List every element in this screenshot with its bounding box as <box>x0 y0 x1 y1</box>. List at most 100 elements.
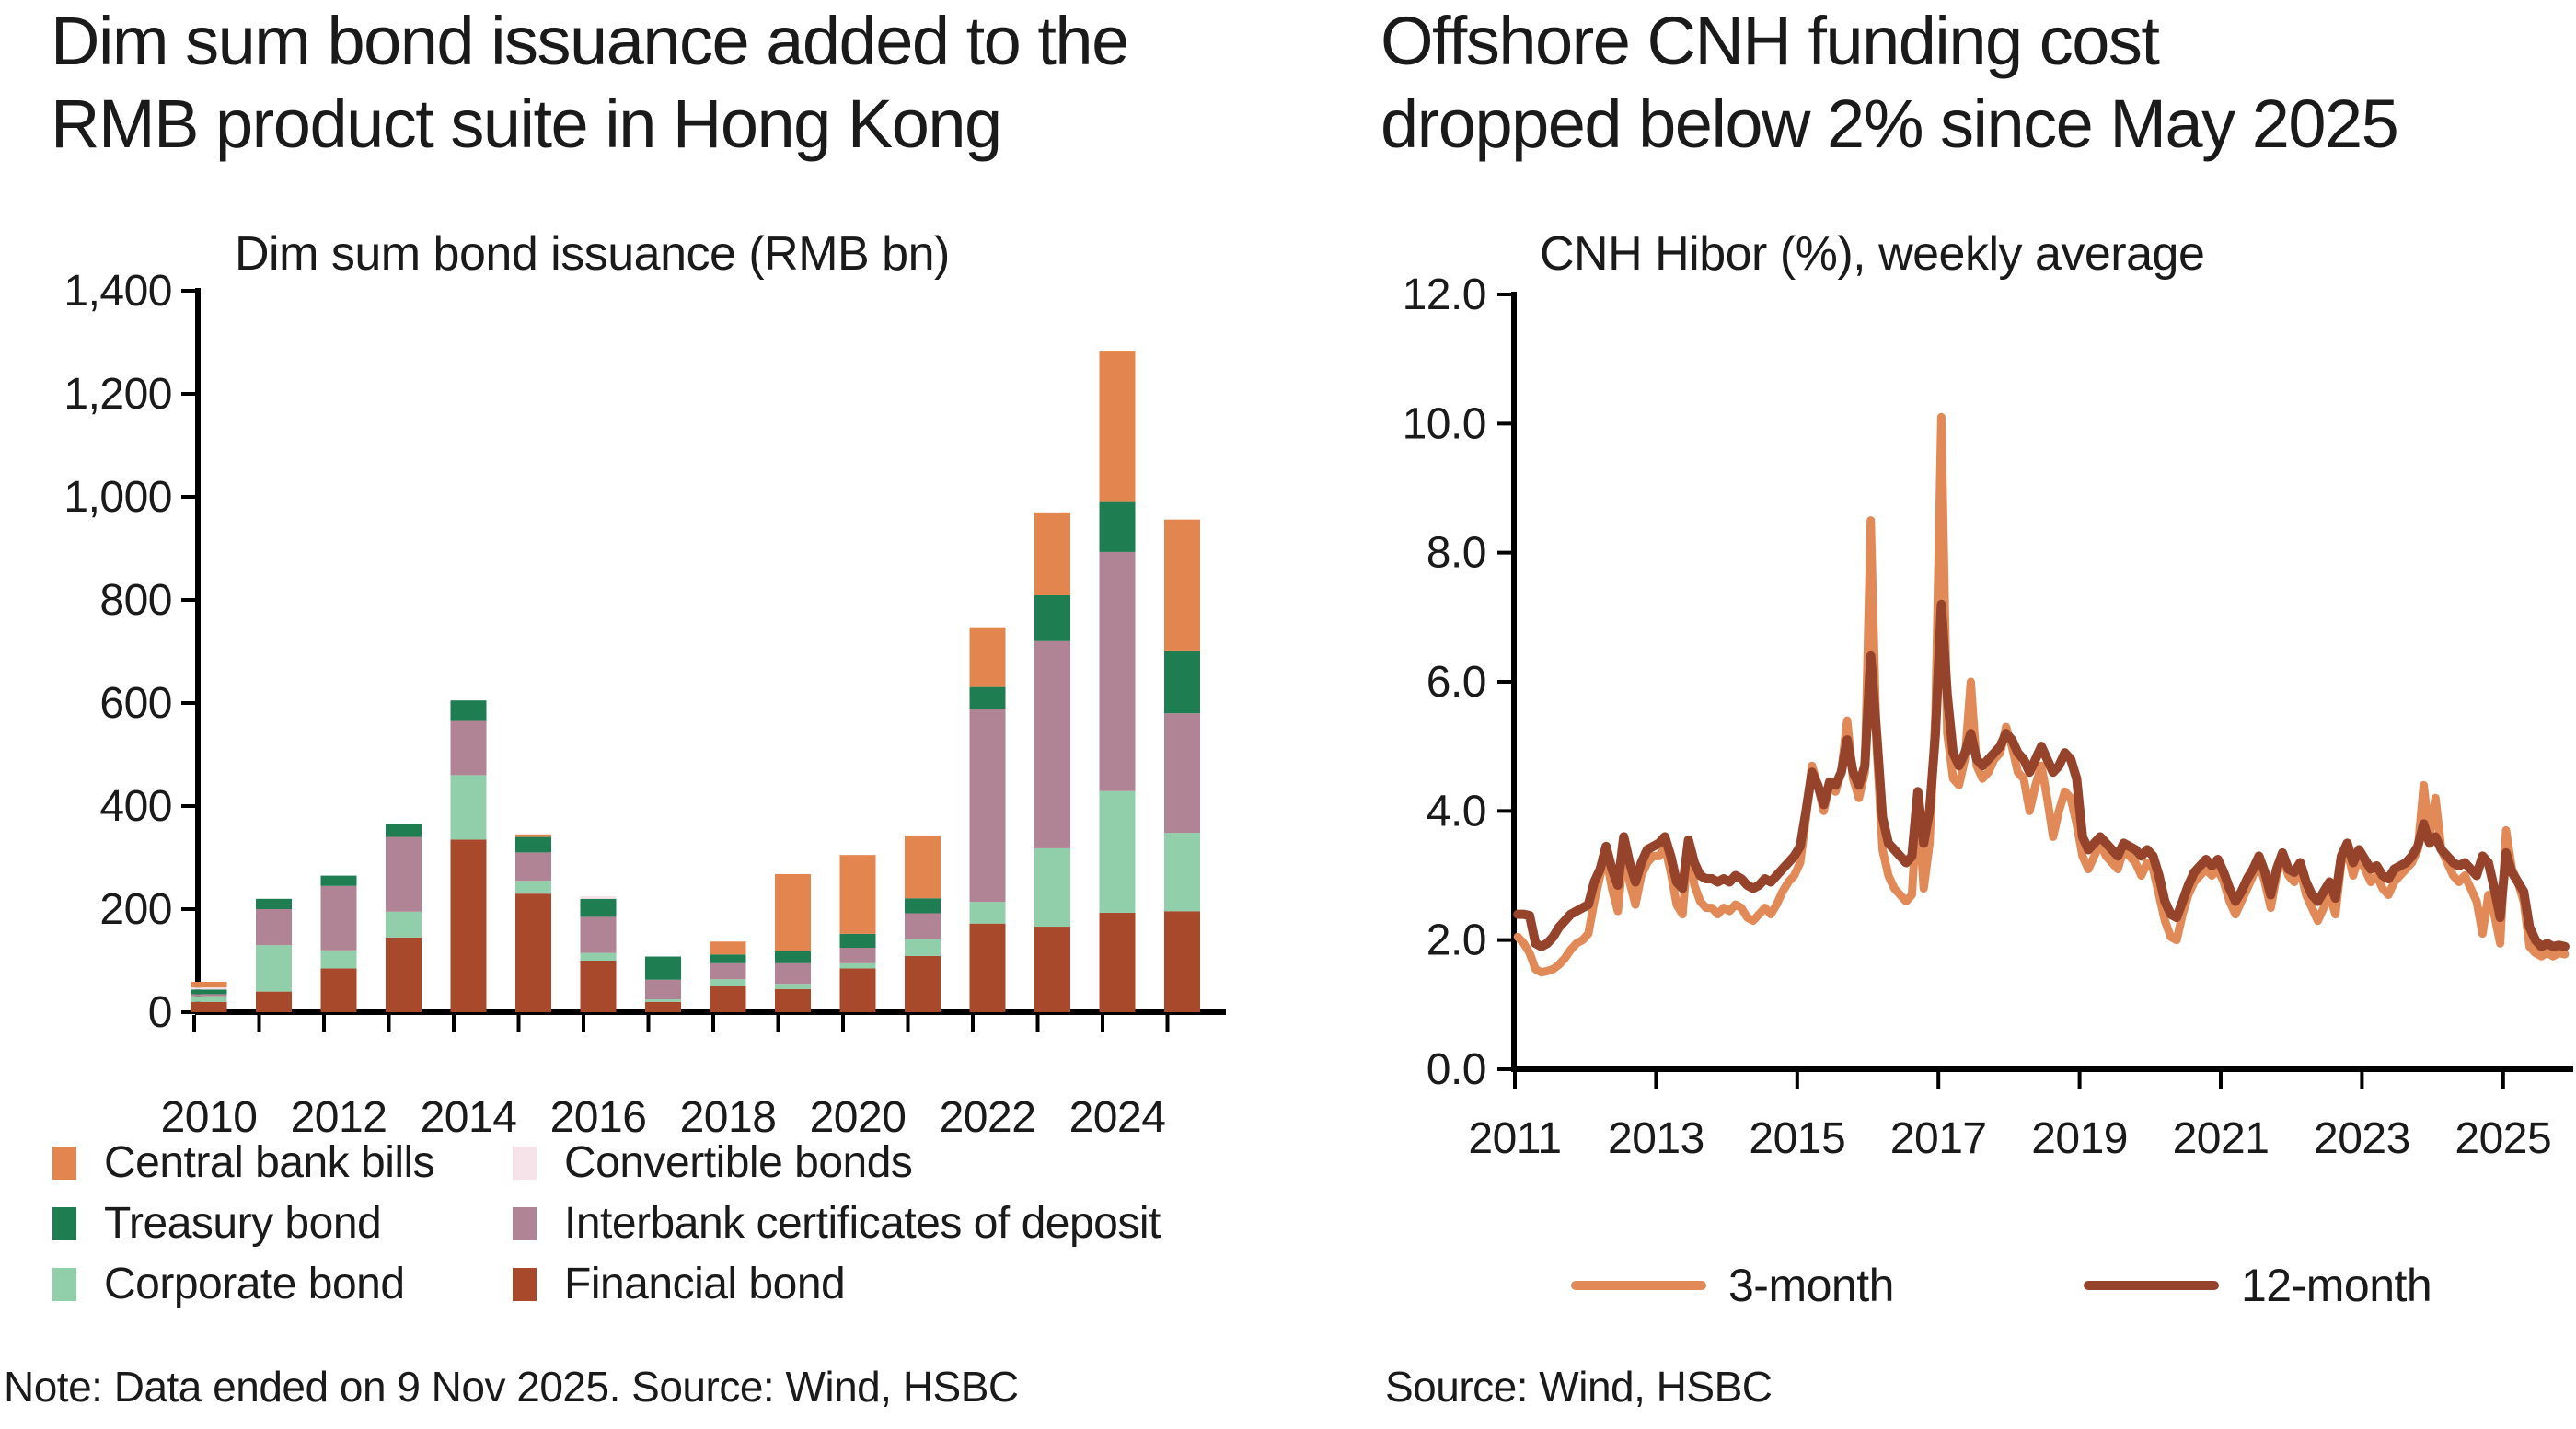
x-axis-tick-label: 2020 <box>810 1093 907 1142</box>
bar-segment <box>710 979 746 986</box>
left-chart-title-line2: RMB product suite in Hong Kong <box>51 86 1002 162</box>
corporate-bond-swatch-icon <box>52 1267 76 1301</box>
bar-2018 <box>710 941 746 1012</box>
bar-segment <box>710 962 746 980</box>
x-axis-tick-label: 2019 <box>2031 1114 2128 1163</box>
treasury-bond-swatch-icon <box>52 1206 76 1240</box>
3-month-series-line <box>1513 412 2570 977</box>
legend-item-3-month: 3-month <box>1571 1259 1894 1312</box>
bar-2016 <box>580 896 617 1012</box>
legend-label: Treasury bond <box>104 1199 382 1248</box>
x-axis-tick-label: 2017 <box>1890 1114 1987 1163</box>
bar-segment <box>191 981 227 988</box>
legend-item-interbank-cd: Interbank certificates of deposit <box>513 1198 1161 1249</box>
bar-segment <box>515 852 551 882</box>
bar-segment <box>256 945 292 992</box>
y-axis-tick-label: 10.0 <box>1403 399 1486 448</box>
bar-segment <box>580 916 617 953</box>
bar-segment <box>710 941 746 955</box>
bar-segment <box>905 835 941 899</box>
bar-2017 <box>645 956 681 1012</box>
bar-2014 <box>450 700 487 1012</box>
bar-segment <box>256 909 292 946</box>
bar-segment <box>969 923 1006 1012</box>
y-axis-tick-label: 6.0 <box>1427 658 1486 707</box>
y-axis-tick-label: 400 <box>99 782 172 831</box>
y-axis-tick-label: 4.0 <box>1427 787 1486 836</box>
left-chart-subtitle: Dim sum bond issuance (RMB bn) <box>235 227 950 281</box>
bar-segment <box>1034 927 1070 1012</box>
bar-segment <box>839 962 876 969</box>
y-axis-tick-label: 8.0 <box>1427 529 1486 578</box>
bar-segment <box>1164 833 1200 912</box>
left-chart-title-line1: Dim sum bond issuance added to the <box>51 3 1129 79</box>
legend-label: Interbank certificates of deposit <box>564 1199 1161 1248</box>
bar-segment <box>191 996 227 1002</box>
y-axis-tick-label: 0 <box>148 988 172 1037</box>
bar-segment <box>969 686 1006 709</box>
bar-segment <box>386 937 422 1012</box>
bar-segment <box>191 1001 227 1012</box>
left-chart-note: Note: Data ended on 9 Nov 2025. Source: … <box>4 1363 1019 1411</box>
bar-2020 <box>839 855 876 1012</box>
y-axis-tick-label: 1,400 <box>64 267 172 316</box>
bar-segment <box>450 775 487 840</box>
bar-segment <box>645 999 681 1002</box>
bar-segment <box>775 988 811 1012</box>
bar-segment <box>386 911 422 938</box>
bar-2025 <box>1164 519 1200 1012</box>
y-axis-tick-label: 2.0 <box>1427 916 1486 965</box>
x-axis-tick-label: 2018 <box>680 1093 777 1142</box>
legend-label: Financial bond <box>564 1260 846 1308</box>
bar-segment <box>386 824 422 837</box>
y-axis-tick-label: 1,000 <box>64 473 172 522</box>
bar-segment <box>839 933 876 948</box>
legend-item-12-month: 12-month <box>2084 1259 2432 1312</box>
bar-segment <box>645 956 681 980</box>
bar-2021 <box>905 835 941 1012</box>
bar-segment <box>1164 650 1200 714</box>
bar-segment <box>580 896 617 899</box>
bar-segment <box>1034 512 1070 595</box>
bar-2013 <box>386 824 422 1012</box>
right-chart-source: Source: Wind, HSBC <box>1385 1363 1773 1411</box>
legend-item-central-bank-bills: Central bank bills <box>52 1137 435 1188</box>
bar-segment <box>515 836 551 853</box>
legend-item-treasury-bond: Treasury bond <box>52 1198 382 1249</box>
bar-segment <box>1164 911 1200 1012</box>
x-axis-tick-label: 2010 <box>161 1093 258 1142</box>
legend-label: Convertible bonds <box>564 1138 913 1187</box>
bar-segment <box>191 989 227 995</box>
bar-segment <box>775 962 811 985</box>
bar-segment <box>515 834 551 837</box>
bar-segment <box>710 954 746 963</box>
bar-segment <box>320 885 357 951</box>
bar-segment <box>969 902 1006 924</box>
bar-segment <box>1099 501 1136 552</box>
bar-segment <box>1034 640 1070 848</box>
12-month-line-swatch-icon <box>2084 1281 2219 1290</box>
bar-segment <box>1099 351 1136 502</box>
bar-segment <box>839 968 876 1012</box>
bar-segment <box>1099 912 1136 1012</box>
bar-segment <box>580 898 617 917</box>
legend-label: Corporate bond <box>104 1260 405 1308</box>
12-month-series-line <box>1513 599 2570 951</box>
bar-segment <box>450 720 487 776</box>
x-axis-tick-label: 2014 <box>421 1093 517 1142</box>
bar-segment <box>969 627 1006 687</box>
financial-bond-swatch-icon <box>513 1267 537 1301</box>
bar-segment <box>320 950 357 969</box>
x-axis-tick-label: 2023 <box>2314 1114 2410 1163</box>
y-axis-tick-label: 12.0 <box>1403 271 1486 319</box>
bar-segment <box>839 855 876 934</box>
right-chart-subtitle: CNH Hibor (%), weekly average <box>1540 227 2205 281</box>
bar-segment <box>905 939 941 956</box>
legend-label: 12-month <box>2241 1260 2432 1311</box>
y-axis-tick-label: 200 <box>99 885 172 934</box>
legend-label: Central bank bills <box>104 1138 435 1187</box>
y-axis-tick-label: 1,200 <box>64 370 172 419</box>
bar-segment <box>1164 519 1200 651</box>
bar-segment <box>515 893 551 1012</box>
